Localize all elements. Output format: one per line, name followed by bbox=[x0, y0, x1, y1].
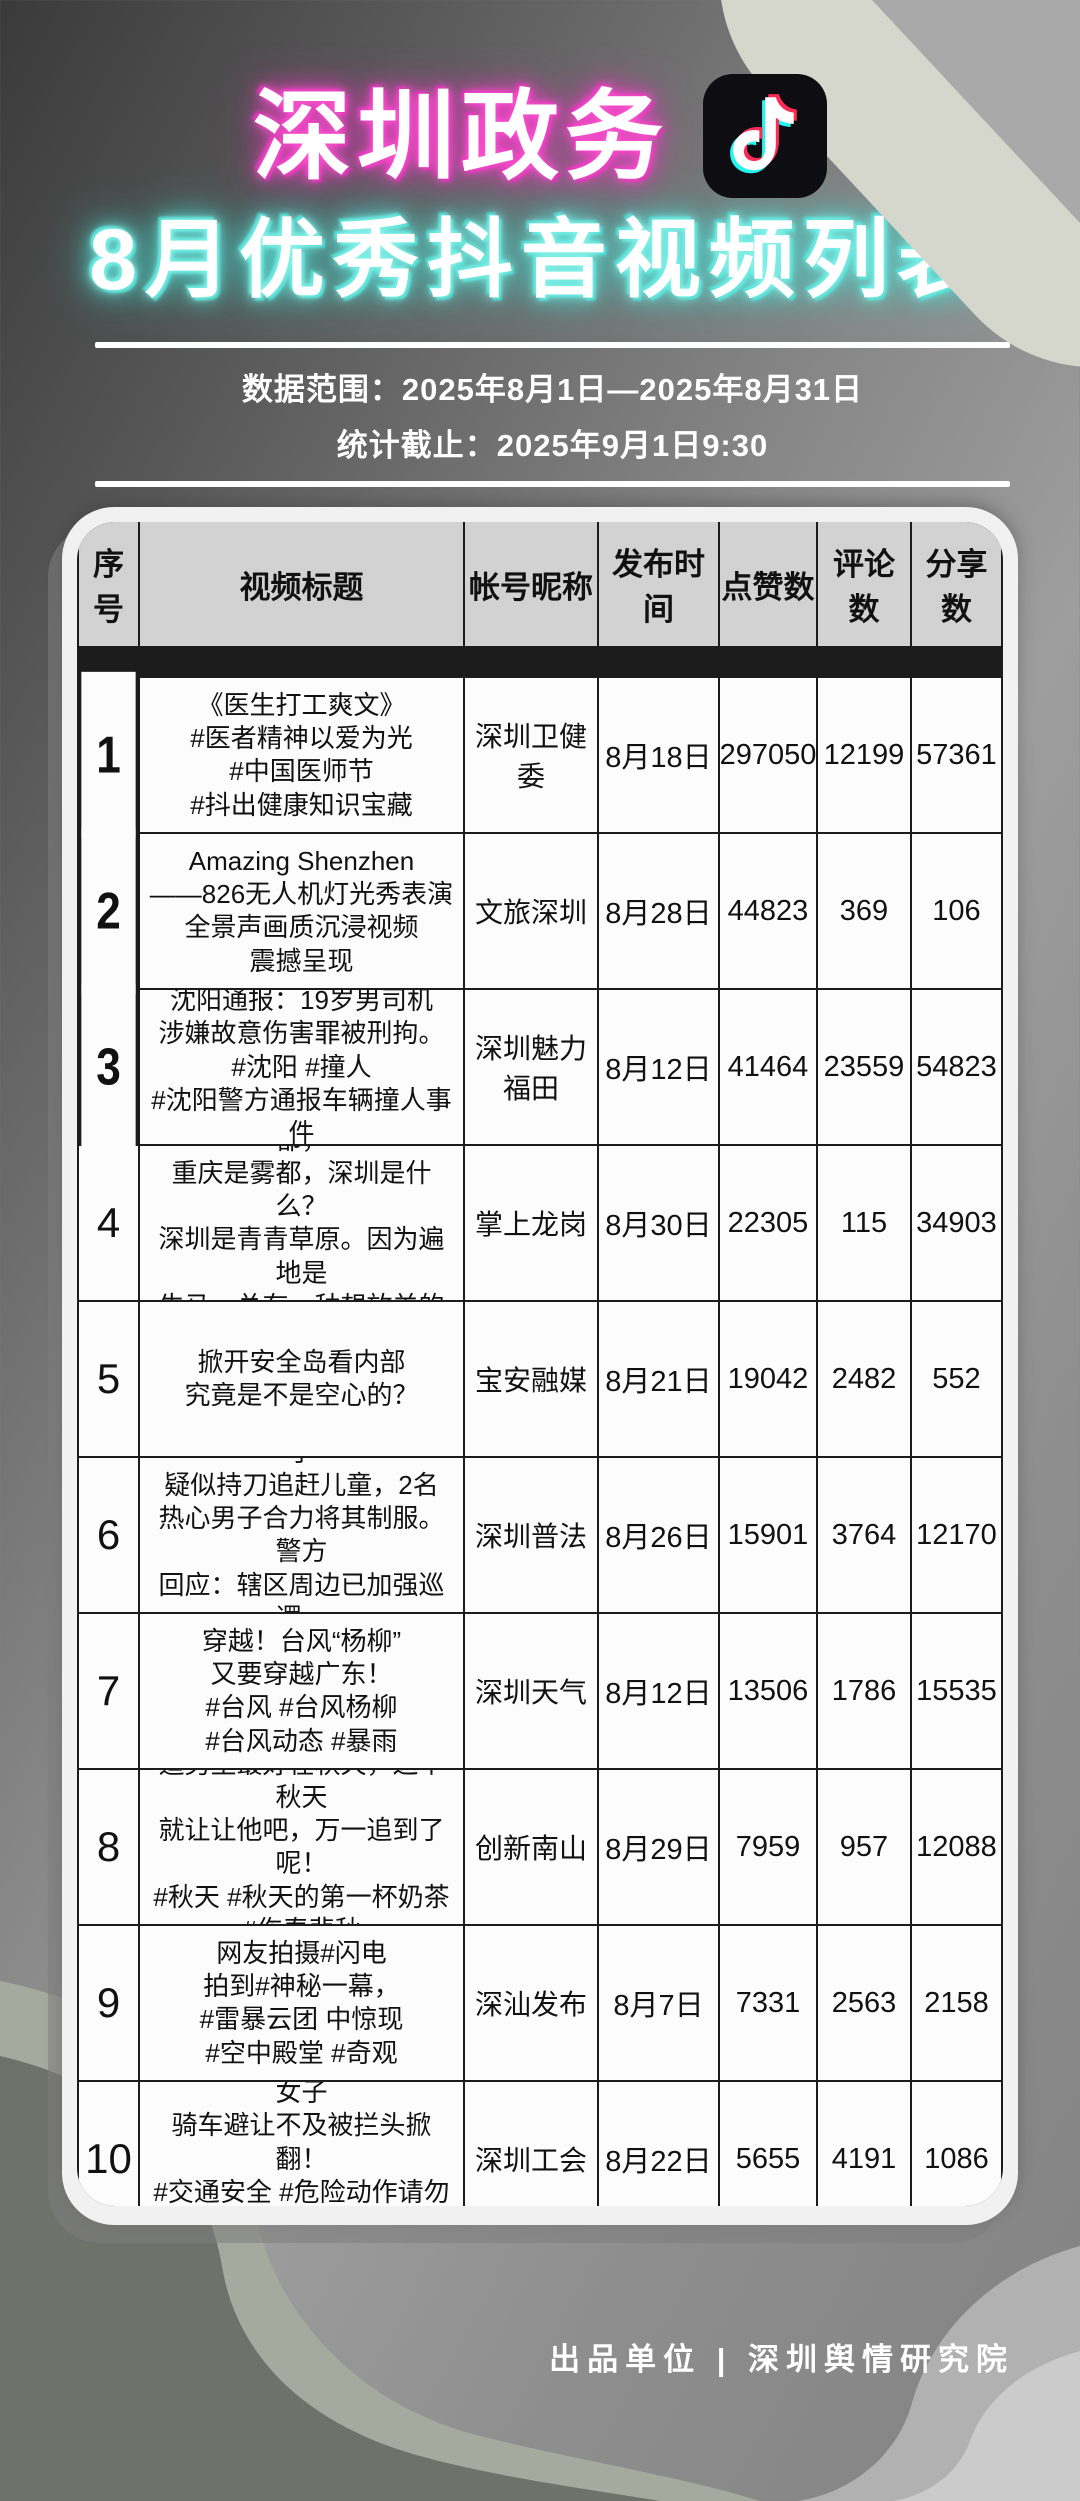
cell-shares: 12088 bbox=[912, 1770, 1001, 1925]
divider-bottom bbox=[95, 481, 1010, 488]
cell-comments: 2563 bbox=[818, 1926, 910, 2081]
cell-publish-date: 8月30日 bbox=[599, 1146, 718, 1301]
column-header-likes: 点赞数 bbox=[720, 522, 816, 647]
cell-likes: 13506 bbox=[720, 1614, 816, 1769]
cell-likes: 297050 bbox=[720, 678, 816, 833]
cell-likes: 22305 bbox=[720, 1146, 816, 1301]
cell-likes: 15901 bbox=[720, 1458, 816, 1613]
title-row: 深圳政务 bbox=[0, 74, 1080, 198]
cell-publish-date: 8月12日 bbox=[599, 990, 718, 1145]
credit-text: 出品单位 | 深圳舆情研究院 bbox=[549, 2342, 1014, 2377]
cell-video-title: 两男子抬钢管横穿马路，女子 骑车避让不及被拦头掀翻！ #交通安全 #危险动作请勿… bbox=[140, 2082, 463, 2207]
cell-video-title: 掀开安全岛看内部 究竟是不是空心的？ bbox=[140, 1302, 463, 1457]
cell-serial: 2 bbox=[81, 828, 136, 995]
cell-comments: 3764 bbox=[818, 1458, 910, 1613]
column-header-video-title: 视频标题 bbox=[140, 522, 463, 647]
column-header-account-name: 帐号昵称 bbox=[465, 522, 597, 647]
cell-shares: 552 bbox=[912, 1302, 1001, 1457]
cell-shares: 12170 bbox=[912, 1458, 1001, 1613]
cell-account-name: 深圳工会 bbox=[465, 2082, 597, 2207]
cell-publish-date: 8月18日 bbox=[599, 678, 718, 833]
cell-account-name: 宝安融媒 bbox=[465, 1302, 597, 1457]
cell-publish-date: 8月22日 bbox=[599, 2082, 718, 2207]
cell-comments: 2482 bbox=[818, 1302, 910, 1457]
cell-publish-date: 8月7日 bbox=[599, 1926, 718, 2081]
cell-likes: 5655 bbox=[720, 2082, 816, 2207]
cell-likes: 44823 bbox=[720, 834, 816, 989]
cell-likes: 7959 bbox=[720, 1770, 816, 1925]
cell-comments: 369 bbox=[818, 834, 910, 989]
page-subtitle: 8月优秀抖音视频列表 bbox=[89, 212, 991, 308]
music-note-icon bbox=[730, 94, 797, 174]
cell-likes: 19042 bbox=[720, 1302, 816, 1457]
data-range-section: 数据范围：2025年8月1日—2025年8月31日 统计截止：2025年9月1日… bbox=[95, 342, 1010, 488]
cell-account-name: 深圳魅力福田 bbox=[465, 990, 597, 1145]
cell-serial: 9 bbox=[79, 1926, 138, 2081]
cell-serial: 1 bbox=[81, 672, 136, 839]
cell-video-title: 沈阳通报：19岁男司机 涉嫌故意伤害罪被刑拘。 #沈阳 #撞人 #沈阳警方通报车… bbox=[140, 990, 463, 1145]
cell-publish-date: 8月21日 bbox=[599, 1302, 718, 1457]
cell-video-title: 8月25日（采访）广州一女子 疑似持刀追赶儿童，2名 热心男子合力将其制服。警方… bbox=[140, 1458, 463, 1613]
cell-publish-date: 8月28日 bbox=[599, 834, 718, 989]
cell-likes: 41464 bbox=[720, 990, 816, 1145]
cell-serial: 7 bbox=[79, 1614, 138, 1769]
cell-video-title: 穿越！台风“杨柳” 又要穿越广东！ #台风 #台风杨柳 #台风动态 #暴雨 bbox=[140, 1614, 463, 1769]
stats-deadline-text: 统计截止：2025年9月1日9:30 bbox=[336, 428, 769, 464]
cell-shares: 2158 bbox=[912, 1926, 1001, 2081]
cell-video-title: 网友拍摄#闪电 拍到#神秘一幕， #雷暴云团 中惊现 #空中殿堂 #奇观 bbox=[140, 1926, 463, 2081]
cell-likes: 7331 bbox=[720, 1926, 816, 2081]
cell-comments: 957 bbox=[818, 1770, 910, 1925]
cell-account-name: 掌上龙岗 bbox=[465, 1146, 597, 1301]
cell-comments: 12199 bbox=[818, 678, 910, 833]
cell-comments: 4191 bbox=[818, 2082, 910, 2207]
cell-account-name: 文旅深圳 bbox=[465, 834, 597, 989]
cell-comments: 1786 bbox=[818, 1614, 910, 1769]
cell-account-name: 深汕发布 bbox=[465, 1926, 597, 2081]
cell-video-title: 《医生打工爽文》 #医者精神以爱为光 #中国医师节 #抖出健康知识宝藏 bbox=[140, 678, 463, 833]
douyin-logo-icon bbox=[703, 74, 827, 198]
cell-shares: 1086 bbox=[912, 2082, 1001, 2207]
column-header-comments: 评论数 bbox=[818, 522, 910, 647]
cell-account-name: 深圳普法 bbox=[465, 1458, 597, 1613]
cell-shares: 57361 bbox=[912, 678, 1001, 833]
header: 深圳政务 8月优秀抖音视频列表 bbox=[0, 74, 1080, 308]
column-header-shares: 分享数 bbox=[912, 522, 1001, 647]
cell-shares: 34903 bbox=[912, 1146, 1001, 1301]
cell-shares: 54823 bbox=[912, 990, 1001, 1145]
cell-comments: 23559 bbox=[818, 990, 910, 1145]
cell-account-name: 深圳卫健委 bbox=[465, 678, 597, 833]
cell-video-title: Amazing Shenzhen ——826无人机灯光秀表演 全景声画质沉浸视频… bbox=[140, 834, 463, 989]
cell-video-title: 追男生最好在秋天，这个秋天 就让让他吧，万一追到了呢！ #秋天 #秋天的第一杯奶… bbox=[140, 1770, 463, 1925]
cell-serial: 8 bbox=[79, 1770, 138, 1925]
cell-serial: 6 bbox=[79, 1458, 138, 1613]
cell-serial: 4 bbox=[79, 1146, 138, 1301]
cell-account-name: 创新南山 bbox=[465, 1770, 597, 1925]
cell-publish-date: 8月26日 bbox=[599, 1458, 718, 1613]
divider-top bbox=[95, 342, 1010, 349]
cell-serial: 3 bbox=[81, 984, 136, 1151]
column-header-publish-date: 发布时间 bbox=[599, 522, 718, 647]
date-range-text: 数据范围：2025年8月1日—2025年8月31日 bbox=[241, 372, 864, 408]
cell-serial: 10 bbox=[79, 2082, 138, 2207]
cell-publish-date: 8月12日 bbox=[599, 1614, 718, 1769]
cell-comments: 115 bbox=[818, 1146, 910, 1301]
cell-shares: 106 bbox=[912, 834, 1001, 989]
column-header-serial: 序号 bbox=[79, 522, 138, 647]
cell-serial: 5 bbox=[79, 1302, 138, 1457]
cell-video-title: 北京是帝都，上海是魔都， 重庆是雾都，深圳是什么？ 深圳是青青草原。因为遍地是 … bbox=[140, 1146, 463, 1301]
table-card: 序号 视频标题 帐号昵称 发布时间 点赞数 评论数 分享数 1 《医生打工爽文》 #医者精神以爱… bbox=[62, 507, 1018, 2226]
cell-account-name: 深圳天气 bbox=[465, 1614, 597, 1769]
page-title: 深圳政务 bbox=[252, 80, 669, 191]
cell-publish-date: 8月29日 bbox=[599, 1770, 718, 1925]
cell-shares: 15535 bbox=[912, 1614, 1001, 1769]
video-table: 序号 视频标题 帐号昵称 发布时间 点赞数 评论数 分享数 1 《医生打工爽文》 #医者精神以爱… bbox=[77, 522, 1003, 2207]
